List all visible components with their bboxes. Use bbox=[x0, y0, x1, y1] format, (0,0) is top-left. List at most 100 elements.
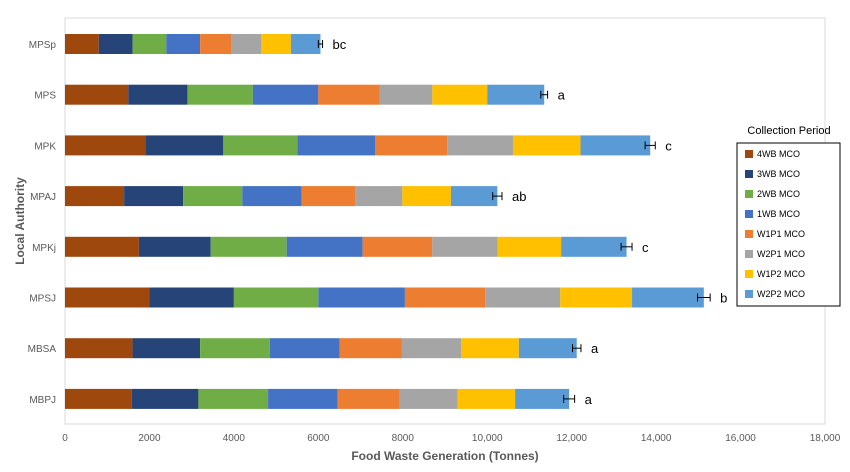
significance-label-mpk: c bbox=[665, 138, 672, 153]
bar-segment-mbpj-6 bbox=[457, 388, 516, 409]
bar-segment-mbpj-4 bbox=[337, 388, 400, 409]
plot-frame bbox=[64, 17, 826, 425]
significance-label-mpkj: c bbox=[642, 240, 649, 255]
legend: Collection Period 4WB MCO 3WB MCO 2WB MCO 1… bbox=[736, 125, 841, 307]
error-bars-layer: bc a c ab c b a a bbox=[317, 37, 727, 407]
category-label-mbpj: MBPJ bbox=[29, 395, 56, 406]
significance-label-mps: a bbox=[558, 88, 566, 103]
bar-segment-mpkj-2 bbox=[210, 236, 287, 257]
x-tick-label: 4000 bbox=[223, 433, 246, 444]
legend-swatch bbox=[745, 290, 753, 298]
x-tick-label: 2000 bbox=[138, 433, 161, 444]
y-axis-title: Local Authority bbox=[13, 177, 27, 265]
category-label-mbsa: MBSA bbox=[28, 344, 57, 355]
bar-segment-mpsj-4 bbox=[404, 287, 486, 308]
bar-segment-mpk-0 bbox=[65, 135, 146, 156]
significance-label-mbpj: a bbox=[585, 392, 593, 407]
bar-segment-mpsj-2 bbox=[233, 287, 319, 308]
bar-segment-mps-4 bbox=[318, 84, 380, 105]
significance-label-mpsp: bc bbox=[333, 37, 347, 52]
bar-segment-mpk-5 bbox=[447, 135, 513, 156]
bar-segment-mbsa-3 bbox=[269, 338, 340, 359]
category-label-mpkj: MPKj bbox=[32, 243, 56, 254]
bar-segment-mps-1 bbox=[128, 84, 188, 105]
category-label-mps: MPS bbox=[34, 91, 56, 102]
bar-segment-mbsa-5 bbox=[401, 338, 462, 359]
bar-segment-mpsp-6 bbox=[261, 34, 291, 54]
legend-items: 4WB MCO 3WB MCO 2WB MCO 1WB MCO W1P1 MCO W2P1… bbox=[745, 149, 805, 299]
bar-segment-mpaj-6 bbox=[402, 186, 451, 207]
bar-segment-mbpj-2 bbox=[198, 388, 269, 409]
category-label-mpsj: MPSJ bbox=[29, 294, 56, 305]
legend-swatch bbox=[745, 230, 753, 238]
bar-segment-mpsp-7 bbox=[290, 34, 321, 54]
bar-segment-mbpj-0 bbox=[65, 388, 132, 409]
legend-title: Collection Period bbox=[747, 125, 830, 137]
legend-label: 1WB MCO bbox=[757, 209, 800, 219]
x-tick-label: 18,000 bbox=[810, 433, 841, 444]
bar-segment-mbsa-1 bbox=[132, 338, 201, 359]
legend-label: 3WB MCO bbox=[757, 169, 800, 179]
x-tick-label: 0 bbox=[62, 433, 68, 444]
legend-swatch bbox=[745, 210, 753, 218]
legend-label: W2P1 MCO bbox=[757, 249, 805, 259]
bar-segment-mpkj-7 bbox=[561, 236, 627, 257]
bar-segment-mpk-2 bbox=[223, 135, 298, 156]
bar-segment-mbpj-7 bbox=[515, 388, 570, 409]
bar-segment-mpkj-6 bbox=[497, 236, 562, 257]
bar-segment-mpkj-3 bbox=[286, 236, 363, 257]
bar-segment-mpsj-0 bbox=[65, 287, 150, 308]
bar-segment-mpkj-0 bbox=[65, 236, 139, 257]
bar-segment-mpaj-4 bbox=[301, 186, 356, 207]
bar-segment-mbsa-2 bbox=[200, 338, 270, 359]
bar-segment-mpaj-5 bbox=[355, 186, 403, 207]
bar-segment-mpk-7 bbox=[580, 135, 651, 156]
bar-segment-mpsp-4 bbox=[200, 34, 232, 54]
x-tick-label: 12,000 bbox=[556, 433, 587, 444]
legend-swatch bbox=[745, 190, 753, 198]
bar-segment-mbpj-5 bbox=[399, 388, 458, 409]
bar-segment-mpkj-5 bbox=[432, 236, 498, 257]
bar-segment-mpsp-0 bbox=[65, 34, 99, 54]
legend-swatch bbox=[745, 270, 753, 278]
bar-segment-mpsp-5 bbox=[231, 34, 262, 54]
legend-label: 4WB MCO bbox=[757, 149, 800, 159]
x-tick-labels: 0 2000 4000 6000 8000 10,000 12,000 14,000 16,00… bbox=[62, 433, 841, 444]
bar-segment-mpaj-7 bbox=[450, 186, 498, 207]
bar-segment-mps-2 bbox=[187, 84, 253, 105]
bar-segment-mpkj-1 bbox=[138, 236, 211, 257]
category-label-mpsp: MPSp bbox=[29, 40, 57, 51]
bar-segment-mpsj-1 bbox=[149, 287, 234, 308]
bar-segment-mpk-4 bbox=[375, 135, 448, 156]
legend-box bbox=[736, 142, 841, 307]
category-label-mpk: MPK bbox=[34, 141, 56, 152]
bar-segment-mps-7 bbox=[487, 84, 545, 105]
bar-segment-mbsa-4 bbox=[339, 338, 402, 359]
bar-segment-mps-5 bbox=[379, 84, 433, 105]
bar-segment-mpaj-3 bbox=[242, 186, 302, 207]
bar-segment-mpkj-4 bbox=[362, 236, 433, 257]
x-tick-label: 8000 bbox=[392, 433, 415, 444]
bar-segment-mpaj-1 bbox=[124, 186, 184, 207]
x-tick-label: 10,000 bbox=[472, 433, 503, 444]
bar-segment-mbpj-3 bbox=[268, 388, 338, 409]
category-label-mpaj: MPAJ bbox=[30, 192, 56, 203]
bar-segment-mbpj-1 bbox=[131, 388, 199, 409]
bar-segment-mpsj-7 bbox=[632, 287, 704, 308]
legend-label: W1P1 MCO bbox=[757, 229, 805, 239]
bar-segment-mpaj-2 bbox=[183, 186, 243, 207]
bar-segment-mpsj-3 bbox=[318, 287, 405, 308]
bar-segment-mps-0 bbox=[65, 84, 129, 105]
legend-swatch bbox=[745, 170, 753, 178]
bar-segment-mpk-6 bbox=[512, 135, 581, 156]
significance-label-mpaj: ab bbox=[512, 189, 526, 204]
x-axis-title: Food Waste Generation (Tonnes) bbox=[351, 449, 538, 463]
legend-swatch bbox=[745, 150, 753, 158]
bar-segment-mpk-3 bbox=[297, 135, 376, 156]
bar-segment-mbsa-7 bbox=[518, 338, 577, 359]
significance-label-mbsa: a bbox=[591, 341, 599, 356]
bar-segment-mpk-1 bbox=[145, 135, 224, 156]
category-labels: MPSp MPS MPK MPAJ MPKj MPSJ MBSA MBPJ bbox=[28, 40, 57, 406]
bar-segment-mbsa-6 bbox=[461, 338, 519, 359]
